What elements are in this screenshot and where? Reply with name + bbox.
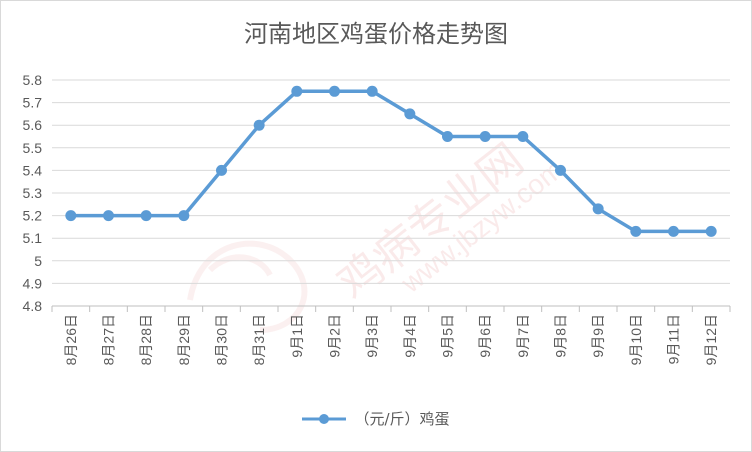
y-tick-label: 5.2 [23,208,43,224]
data-point [630,225,642,237]
x-tick-label: 8月27日 [101,314,117,365]
x-tick-label: 8月26日 [63,314,79,365]
x-tick-label: 8月28日 [138,314,154,365]
data-point [103,210,114,222]
data-point [65,210,77,222]
data-point [178,210,190,222]
y-tick-label: 5 [34,253,42,269]
data-point [705,225,717,237]
y-tick-label: 5.7 [23,95,43,111]
x-axis-ticks: 8月26日 8月27日 8月28日 8月29日 8月30日 8月31日 9月1日 9月2日 9月… [63,314,719,365]
data-point [479,131,491,142]
y-tick-label: 5.8 [23,72,43,88]
y-tick-label: 5.3 [23,185,43,201]
y-axis-ticks: 5.8 5.7 5.6 5.5 5.4 5.3 5.2 5.1 5 4.9 4.8 [23,72,43,314]
data-point [291,85,303,97]
x-tick-label: 9月4日 [402,314,418,358]
y-tick-label: 5.5 [23,140,43,156]
y-tick-label: 4.9 [23,275,43,291]
x-tick-label: 9月11日 [666,314,682,364]
x-tick-label: 8月30日 [214,314,230,365]
data-point [329,85,340,97]
data-point [404,108,416,120]
legend-marker [302,413,347,424]
data-point [366,85,378,97]
x-tick-label: 9月7日 [515,314,531,358]
x-tick-label: 9月2日 [327,314,343,358]
data-point [216,164,227,176]
x-tick-label: 9月5日 [440,314,456,358]
x-tick-label: 9月8日 [553,314,569,358]
x-axis [51,305,731,312]
legend: （元/斤）鸡蛋 [0,408,752,430]
y-tick-label: 4.8 [23,298,43,314]
data-point [555,164,566,176]
chart-title: 河南地区鸡蛋价格走势图 [244,20,508,48]
y-tick-label: 5.1 [23,230,43,246]
data-point [517,131,529,142]
y-tick-label: 5.6 [23,117,43,133]
data-point [668,225,679,237]
series-line-path [70,89,712,234]
x-tick-label: 8月29日 [176,314,192,365]
x-tick-label: 9月3日 [364,314,380,358]
x-tick-label: 8月31日 [251,314,267,365]
y-tick-label: 5.4 [23,162,43,178]
x-tick-label: 9月12日 [703,314,719,365]
gridlines [52,79,730,307]
x-tick-label: 9月9日 [590,314,606,358]
legend-label: （元/斤）鸡蛋 [354,410,450,428]
data-point [592,203,604,215]
x-tick-label: 9月1日 [289,314,305,358]
x-tick-label: 9月6日 [477,314,493,358]
series-line [65,85,717,237]
data-point [442,131,453,142]
x-tick-label: 9月10日 [628,314,644,365]
data-point [140,210,152,222]
data-point [253,119,265,131]
